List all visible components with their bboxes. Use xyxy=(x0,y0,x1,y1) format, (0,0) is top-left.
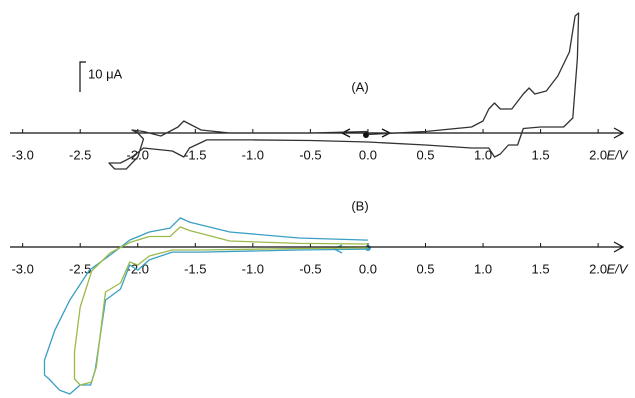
x-tick-label: 2.0 xyxy=(589,261,607,276)
axis-arrow xyxy=(613,127,625,139)
x-tick-label: 0.0 xyxy=(359,147,377,162)
x-tick-label: 0.5 xyxy=(416,147,434,162)
x-tick-label: -3.0 xyxy=(11,147,33,162)
x-tick-label: 1.5 xyxy=(532,261,550,276)
panel-label: (B) xyxy=(351,198,368,213)
x-tick-label: -2.5 xyxy=(69,261,91,276)
x-tick-label: 0.5 xyxy=(416,261,434,276)
x-axis-label: E/V xyxy=(607,147,629,162)
x-tick-label: 1.0 xyxy=(474,147,492,162)
x-tick-label: 2.0 xyxy=(589,147,607,162)
x-tick-label: -1.5 xyxy=(184,147,206,162)
x-tick-label: -1.0 xyxy=(242,147,264,162)
x-tick-label: -3.0 xyxy=(11,261,33,276)
x-axis-label: E/V xyxy=(607,261,629,276)
cv-curve xyxy=(108,12,580,170)
x-tick-label: -1.0 xyxy=(242,261,264,276)
x-tick-label: -2.0 xyxy=(127,147,149,162)
x-tick-label: -2.5 xyxy=(69,147,91,162)
x-tick-label: 0.0 xyxy=(359,261,377,276)
x-tick-label: 1.0 xyxy=(474,261,492,276)
x-tick-label: -0.5 xyxy=(299,147,321,162)
cv-curve xyxy=(43,217,368,395)
scale-bar-label: 10 μA xyxy=(88,66,123,81)
x-tick-label: -1.5 xyxy=(184,261,206,276)
panel-label: (A) xyxy=(351,79,368,94)
x-tick-label: -0.5 xyxy=(299,261,321,276)
cv-curve xyxy=(73,226,368,386)
scale-bar xyxy=(79,61,86,92)
axis-arrow xyxy=(613,241,625,253)
x-tick-label: 1.5 xyxy=(532,147,550,162)
